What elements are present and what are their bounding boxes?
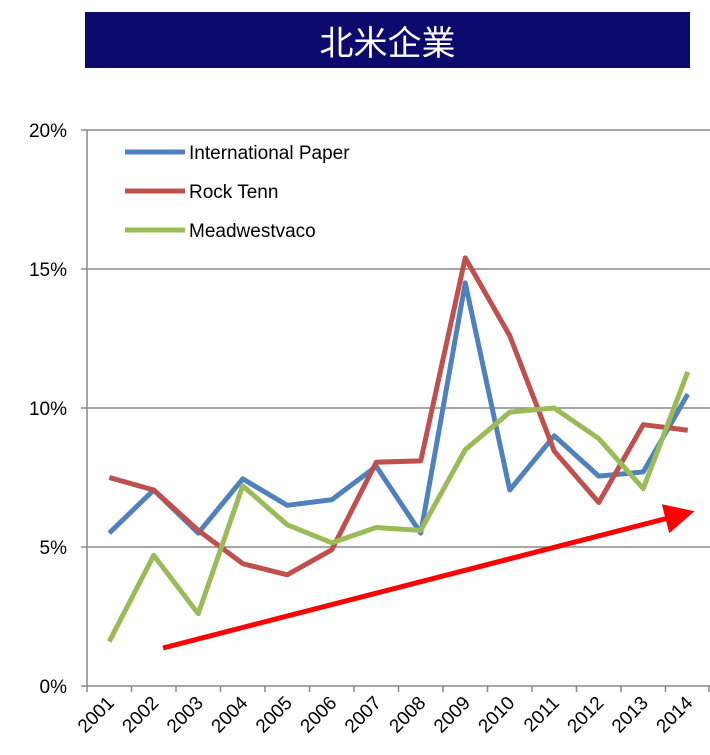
x-tick-label: 2014: [653, 692, 698, 737]
x-tick-label: 2004: [208, 692, 253, 737]
x-tick-label: 2013: [608, 693, 653, 738]
x-tick-label: 2001: [74, 693, 119, 738]
legend-label: Meadwestvaco: [189, 221, 316, 242]
x-tick-label: 2008: [386, 693, 431, 738]
legend-label: International Paper: [189, 143, 350, 164]
series-line: [107, 280, 690, 536]
legend-label: Rock Tenn: [189, 182, 278, 203]
x-tick-label: 2011: [520, 693, 564, 737]
y-tick-label: 0%: [40, 677, 68, 698]
series-line: [108, 255, 689, 578]
x-tick-label: 2012: [564, 693, 609, 738]
x-tick-label: 2003: [163, 693, 208, 738]
y-tick-label: 10%: [29, 399, 67, 420]
y-tick-label: 20%: [29, 121, 67, 142]
trend-arrow: [162, 504, 695, 651]
y-tick-label: 15%: [29, 260, 67, 281]
x-tick-label: 2006: [297, 693, 342, 738]
series-line: [107, 370, 691, 643]
x-tick-label: 2010: [475, 693, 520, 738]
chart-title: 北米企業: [85, 12, 690, 68]
x-tick-label: 2002: [119, 693, 164, 738]
x-tick-label: 2005: [252, 693, 297, 738]
x-tick-label: 2007: [341, 693, 386, 738]
x-tick-label: 2009: [430, 693, 475, 738]
y-tick-label: 5%: [40, 538, 68, 559]
